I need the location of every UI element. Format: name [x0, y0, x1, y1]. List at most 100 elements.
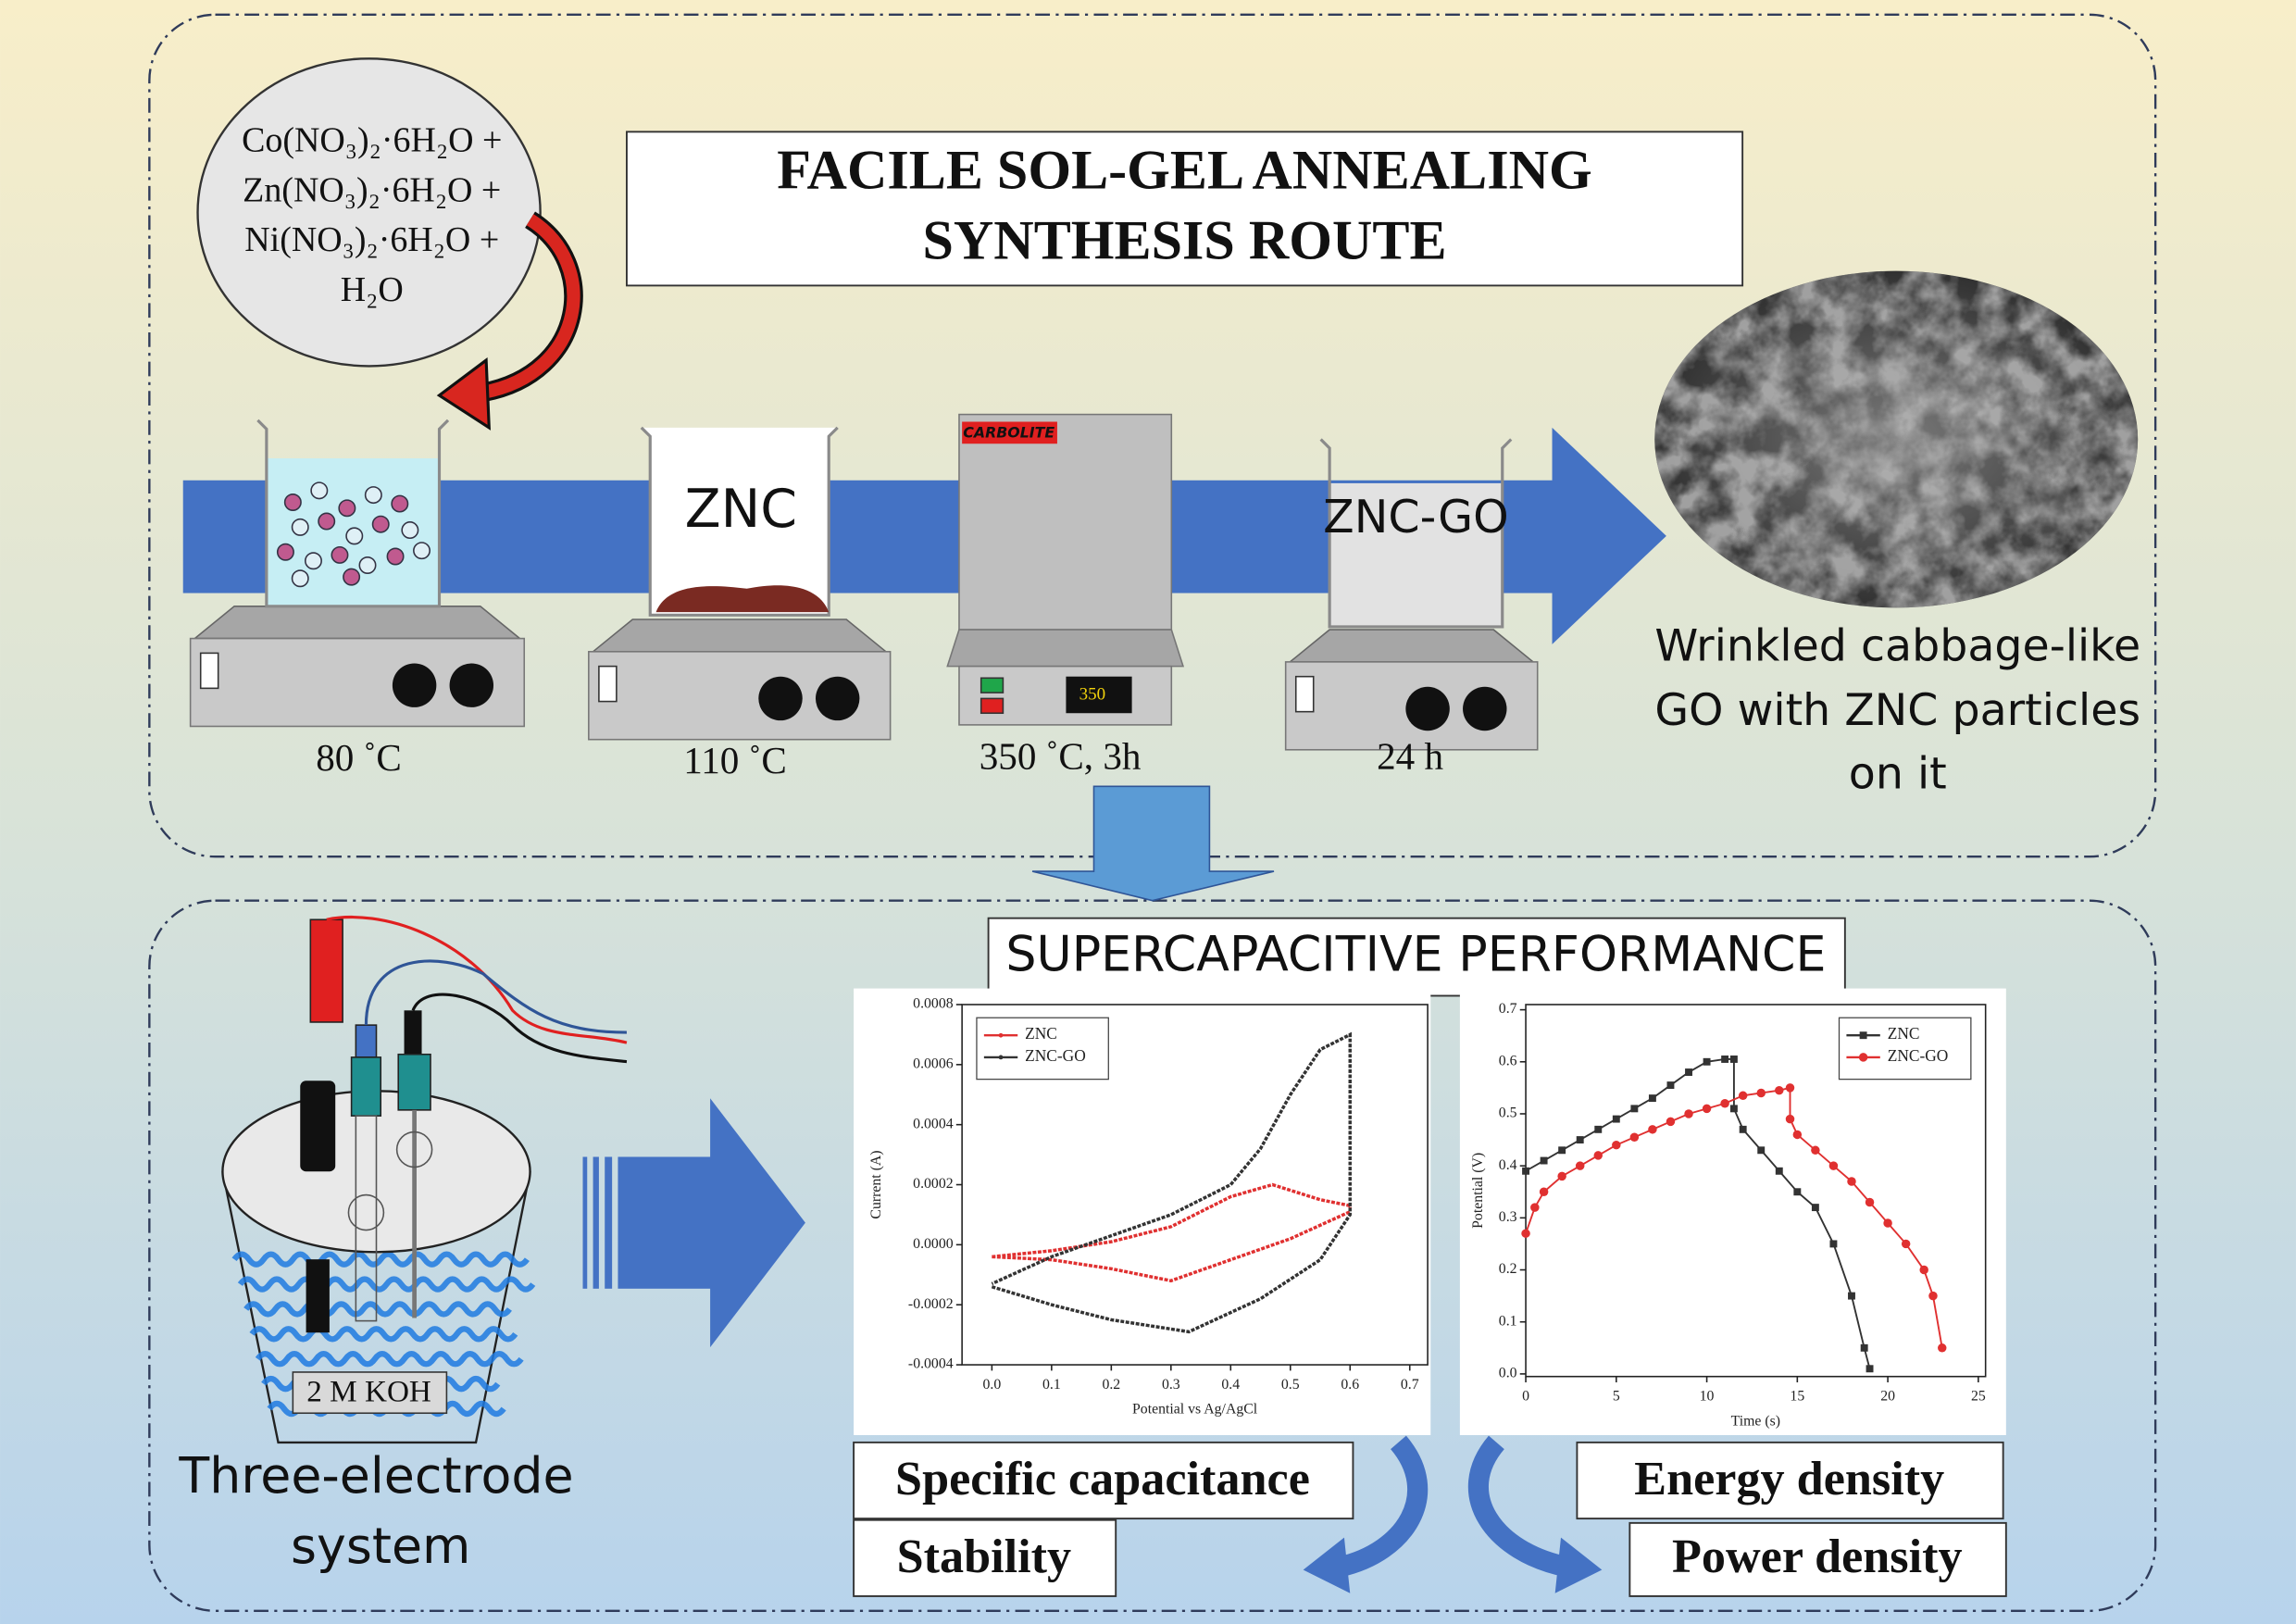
- beaker-label: ZNC-GO: [1323, 490, 1509, 543]
- data-point: [1666, 1081, 1675, 1090]
- furnace-base: [946, 629, 1185, 668]
- precursor-line: Zn(NO₃)₂·6H₂O +: [243, 170, 501, 209]
- particle: [371, 515, 390, 533]
- data-point: [1702, 1104, 1712, 1114]
- legend-label: ZNC: [1888, 1025, 1920, 1043]
- particle: [386, 547, 405, 566]
- hotplate-knob: [815, 676, 860, 721]
- title-line: FACILE SOL-GEL ANNEALING: [777, 140, 1591, 202]
- data-point: [1775, 1085, 1784, 1095]
- data-point: [1540, 1156, 1548, 1165]
- beaker-label: ZNC: [685, 479, 797, 540]
- particle: [304, 552, 322, 570]
- electrolyte-wave: [231, 1251, 530, 1268]
- metric-box: [1576, 1441, 2004, 1520]
- data-point: [1612, 1140, 1621, 1150]
- series-line: [992, 1182, 1353, 1283]
- x-tick-label: 5: [1613, 1388, 1620, 1404]
- data-point: [1811, 1145, 1820, 1156]
- cell-arrow: [618, 1156, 714, 1289]
- performance-title: SUPERCAPACITIVE PERFORMANCE: [1005, 927, 1826, 982]
- data-point: [1521, 1229, 1530, 1238]
- y-tick-label: 0.0002: [913, 1176, 954, 1192]
- hotplate-knob: [1405, 686, 1450, 731]
- y-tick-label: 0.4: [1499, 1157, 1517, 1173]
- y-tick-label: 0.0000: [913, 1236, 954, 1252]
- data-point: [1928, 1291, 1938, 1301]
- data-point: [1738, 1091, 1748, 1101]
- process-arrow-head: [1552, 427, 1666, 644]
- legend-label: ZNC: [1025, 1025, 1057, 1043]
- y-tick-label: 0.5: [1499, 1106, 1517, 1121]
- data-point: [1720, 1098, 1729, 1108]
- particle: [391, 494, 409, 513]
- legend-label: ZNC-GO: [1888, 1047, 1949, 1065]
- data-point: [1919, 1265, 1928, 1275]
- counter-electrode-body: [397, 1053, 431, 1111]
- title-line: SYNTHESIS ROUTE: [922, 210, 1446, 272]
- particle: [338, 499, 356, 518]
- data-point: [1539, 1187, 1549, 1196]
- green-button: [980, 677, 1004, 693]
- cell-caption: Three-electrode: [178, 1446, 573, 1505]
- curved-arrow-head: [1303, 1537, 1351, 1593]
- step-condition: 24 h: [1377, 734, 1443, 777]
- curved-arrow: [1468, 1435, 1569, 1578]
- legend-marker: [998, 1055, 1004, 1060]
- data-point: [1729, 1056, 1738, 1063]
- metric: Stability: [897, 1530, 1072, 1583]
- x-tick-label: 0.6: [1341, 1377, 1359, 1393]
- legend-marker: [1858, 1053, 1868, 1062]
- data-point: [1793, 1188, 1802, 1196]
- working-electrode: [300, 1081, 336, 1172]
- step-condition: 80 ˚C: [316, 736, 402, 779]
- data-point: [1811, 1204, 1819, 1212]
- data-point: [1575, 1161, 1585, 1170]
- hotplate-top: [193, 605, 522, 640]
- particle: [291, 518, 309, 536]
- x-tick-label: 25: [1971, 1388, 1986, 1404]
- data-point: [1848, 1292, 1855, 1300]
- hotplate-switch: [598, 665, 618, 703]
- data-point: [1593, 1151, 1603, 1160]
- precursor-bubble: [196, 57, 542, 368]
- particle: [310, 481, 329, 500]
- particle: [343, 568, 361, 586]
- y-axis-title: Potential (V): [1470, 1153, 1486, 1229]
- data-point: [1865, 1197, 1875, 1207]
- metric: Energy density: [1634, 1452, 1944, 1505]
- x-axis-title: Potential vs Ag/AgCl: [1132, 1402, 1258, 1418]
- working-electrode-tip: [306, 1259, 330, 1333]
- data-point: [1721, 1056, 1729, 1063]
- data-point: [1785, 1114, 1795, 1124]
- furnace-display: [1066, 676, 1132, 714]
- data-point: [1756, 1088, 1766, 1098]
- arrow-stripe: [593, 1156, 599, 1289]
- title-box: [625, 131, 1744, 287]
- series-line: [1525, 1086, 1943, 1348]
- particle: [413, 542, 431, 560]
- y-tick-label: 0.3: [1499, 1209, 1517, 1225]
- data-point: [1792, 1130, 1803, 1140]
- reference-electrode: [355, 1024, 378, 1058]
- cable: [411, 993, 628, 1064]
- product-line: Wrinkled cabbage-like: [1654, 621, 2140, 672]
- y-tick-label: -0.0004: [908, 1356, 954, 1372]
- data-point: [1785, 1083, 1795, 1093]
- electrolyte: 2 M KOH: [306, 1374, 431, 1408]
- performance-title-box: [987, 917, 1846, 997]
- red-button: [980, 697, 1004, 715]
- precursor-line: Ni(NO₃)₂·6H₂O +: [244, 220, 499, 259]
- x-axis-title: Time (s): [1731, 1413, 1780, 1429]
- data-point: [1866, 1365, 1874, 1373]
- znc-powder: [655, 585, 830, 613]
- particle: [276, 543, 294, 561]
- furnace-controller: [958, 665, 1173, 726]
- data-point: [1775, 1167, 1783, 1175]
- data-point: [1757, 1146, 1766, 1155]
- reference-electrode-ring: [347, 1193, 385, 1231]
- y-tick-label: 0.7: [1499, 1001, 1517, 1017]
- reference-electrode-glass: [355, 1115, 378, 1322]
- hotplate-knob: [392, 663, 437, 707]
